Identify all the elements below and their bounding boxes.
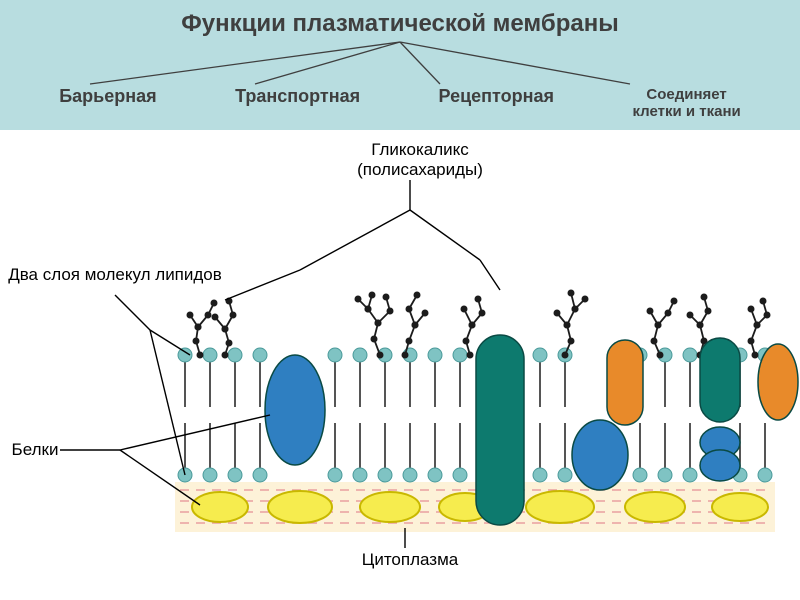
- function-label: Барьерная: [59, 86, 156, 121]
- title-connectors: [0, 40, 800, 90]
- label-glycocalyx: Гликокаликс (полисахариды): [320, 140, 520, 181]
- function-label: Транспортная: [235, 86, 360, 121]
- label-glycocalyx-1: Гликокаликс: [371, 140, 469, 159]
- function-label: Рецепторная: [439, 86, 554, 121]
- label-glycocalyx-2: (полисахариды): [357, 160, 483, 179]
- membrane-diagram: Гликокаликс (полисахариды) Два слоя моле…: [0, 130, 800, 600]
- diagram-svg: [0, 130, 800, 600]
- page-title: Функции плазматической мембраны: [0, 10, 800, 38]
- label-proteins: Белки: [0, 440, 70, 460]
- function-label: Соединяетклетки и ткани: [632, 86, 740, 121]
- label-lipids: Два слоя молекул липидов: [0, 265, 230, 285]
- header-band: Функции плазматической мембраны Барьерна…: [0, 0, 800, 130]
- functions-row: Барьерная Транспортная Рецепторная Соединяе…: [0, 86, 800, 121]
- label-cytoplasm: Цитоплазма: [310, 550, 510, 570]
